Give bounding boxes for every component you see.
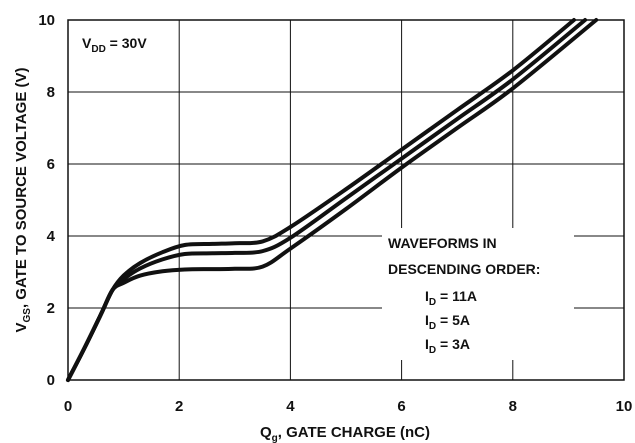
y-tick-label: 0 [47,372,55,389]
series-line-id-3a [66,18,599,382]
x-tick-label: 8 [509,398,517,415]
series-group [66,18,599,382]
legend-box: WAVEFORMS IN DESCENDING ORDER: ID = 11A … [382,228,574,360]
x-tick-label: 6 [397,398,405,415]
condition-label: VDD = 30V [82,35,147,55]
x-tick-label: 10 [616,398,633,415]
y-tick-label: 4 [47,228,56,245]
y-axis-title: VGS, GATE TO SOURCE VOLTAGE (V) [13,67,33,332]
legend-background [382,228,574,360]
legend-heading-2: DESCENDING ORDER: [388,261,540,277]
x-tick-label: 2 [175,398,183,415]
y-tick-label: 2 [47,300,55,317]
y-tick-label: 6 [47,156,55,173]
x-tick-label: 4 [286,398,295,415]
x-tick-label: 0 [64,398,72,415]
tick-labels: 0 2 4 6 8 10 0 2 4 6 8 10 [38,12,632,415]
legend-entry-11a: ID = 11A [425,288,477,308]
legend-heading-1: WAVEFORMS IN [388,235,497,251]
y-tick-label: 8 [47,84,55,101]
plot-frame [67,19,625,381]
legend-entry-5a: ID = 5A [425,312,470,332]
y-tick-label: 10 [38,12,55,29]
x-axis-title: Qg, GATE CHARGE (nC) [260,424,430,443]
legend-entry-3a: ID = 3A [425,336,470,356]
